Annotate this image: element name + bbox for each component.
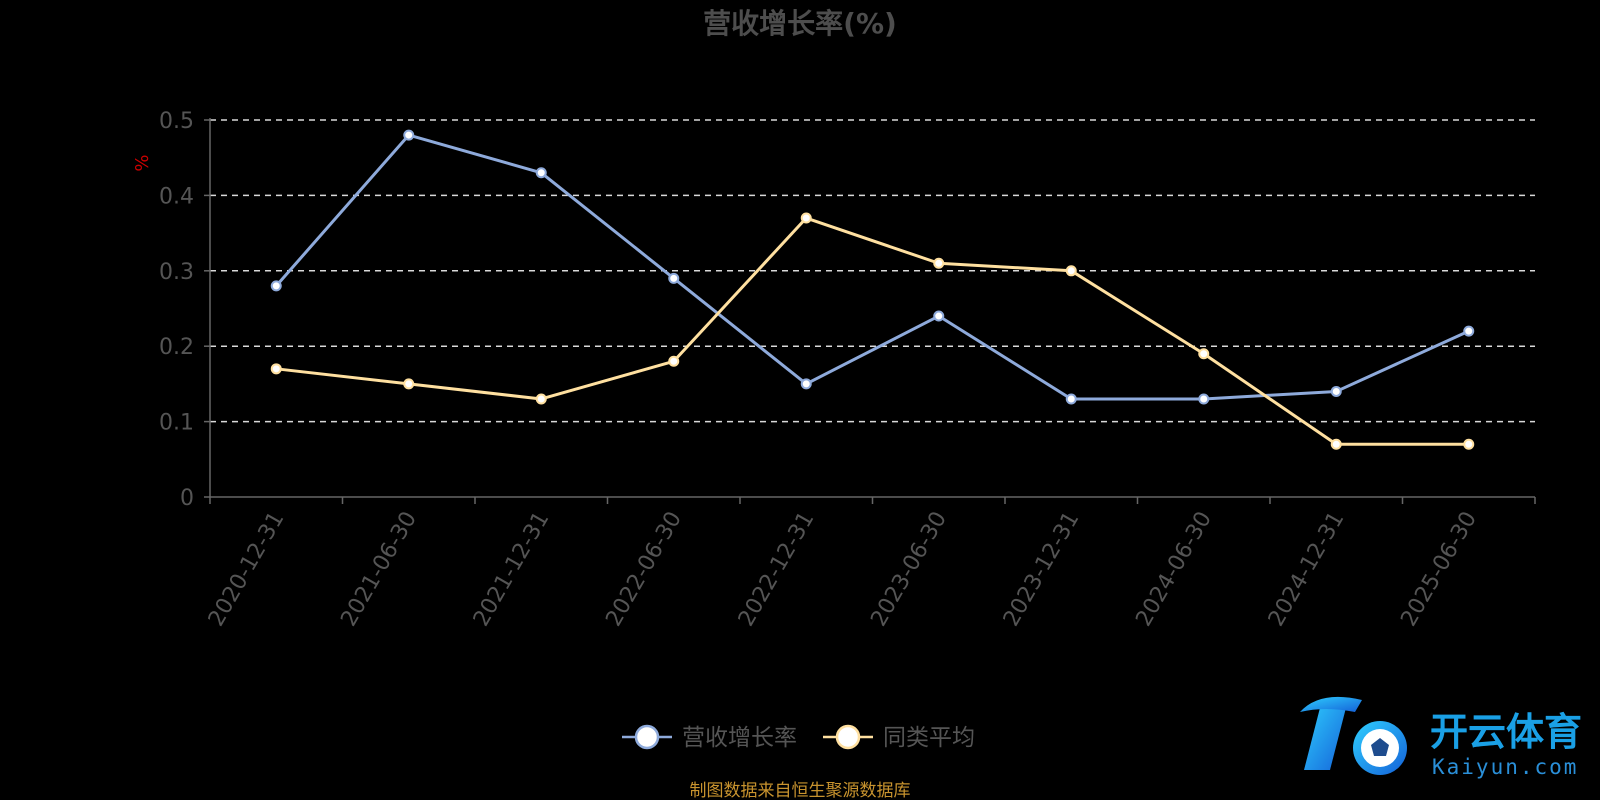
x-tick-label: 2024-06-30 — [1131, 508, 1217, 631]
data-point-1-4 — [800, 212, 812, 224]
kaiyun-logo: 开云体育 Kaiyun.com — [1300, 696, 1582, 779]
x-tick-label: 2023-12-31 — [999, 508, 1085, 631]
x-tick-label: 2023-06-30 — [866, 508, 952, 631]
axes: 0 0.1 0.2 0.3 0.4 0.5 2020-12-31 2021-06-30 2021… — [159, 109, 1536, 631]
data-point-0-7 — [1198, 393, 1210, 405]
grid-lines — [210, 119, 1535, 423]
legend[interactable]: 营收增长率 同类平均 — [622, 724, 975, 751]
data-point-0-0 — [270, 280, 282, 292]
x-tick-label: 2020-12-31 — [204, 508, 290, 631]
data-point-0-6 — [1065, 393, 1077, 405]
data-point-0-2 — [535, 167, 547, 179]
data-point-1-5 — [933, 257, 945, 269]
data-point-0-3 — [668, 272, 680, 284]
logo-ball-pentagon-icon — [1371, 738, 1389, 756]
chart-title: 营收增长率(%) — [703, 7, 897, 40]
y-tick-label: 0.2 — [159, 335, 194, 360]
legend-label: 营收增长率 — [682, 725, 797, 751]
data-point-1-9 — [1463, 438, 1475, 450]
watermark-domain: Kaiyun.com — [1432, 755, 1578, 779]
data-point-1-8 — [1330, 438, 1342, 450]
y-tick-label: 0 — [180, 486, 194, 511]
data-point-1-0 — [270, 363, 282, 375]
logo-k-swoosh-icon — [1300, 696, 1362, 712]
legend-item-0[interactable]: 营收增长率 — [622, 724, 797, 751]
series-lines — [270, 129, 1475, 450]
series-line-0 — [275, 133, 1470, 401]
data-point-0-4 — [800, 378, 812, 390]
data-point-1-3 — [668, 355, 680, 367]
data-point-0-5 — [933, 310, 945, 322]
series-line-1 — [276, 216, 1469, 446]
x-tick-label: 2022-12-31 — [734, 508, 820, 631]
y-tick-label: 0.1 — [159, 411, 194, 436]
y-tick-label: 0.4 — [159, 184, 194, 209]
y-tick-label: 0.5 — [159, 109, 194, 134]
legend-marker-icon — [835, 724, 861, 750]
watermark-brand: 开云体育 — [1430, 710, 1582, 754]
y-axis-unit: % — [132, 154, 153, 171]
data-point-1-6 — [1065, 265, 1077, 277]
data-point-1-7 — [1198, 348, 1210, 360]
x-tick-label: 2024-12-31 — [1264, 508, 1350, 631]
x-tick-label: 2025-06-30 — [1396, 508, 1482, 631]
legend-label: 同类平均 — [883, 725, 975, 751]
data-point-1-1 — [403, 378, 415, 390]
data-point-0-1 — [403, 129, 415, 141]
x-tick-label: 2022-06-30 — [601, 508, 687, 631]
y-tick-label: 0.3 — [159, 260, 194, 285]
data-point-0-9 — [1463, 325, 1475, 337]
data-point-1-2 — [535, 393, 547, 405]
x-tick-label: 2021-06-30 — [336, 508, 422, 631]
logo-k-stem-icon — [1304, 700, 1348, 770]
legend-item-1[interactable]: 同类平均 — [823, 724, 975, 751]
x-tick-label: 2021-12-31 — [469, 508, 555, 631]
data-point-0-8 — [1330, 385, 1342, 397]
data-source-note: 制图数据来自恒生聚源数据库 — [690, 781, 911, 800]
legend-marker-icon — [634, 724, 660, 750]
